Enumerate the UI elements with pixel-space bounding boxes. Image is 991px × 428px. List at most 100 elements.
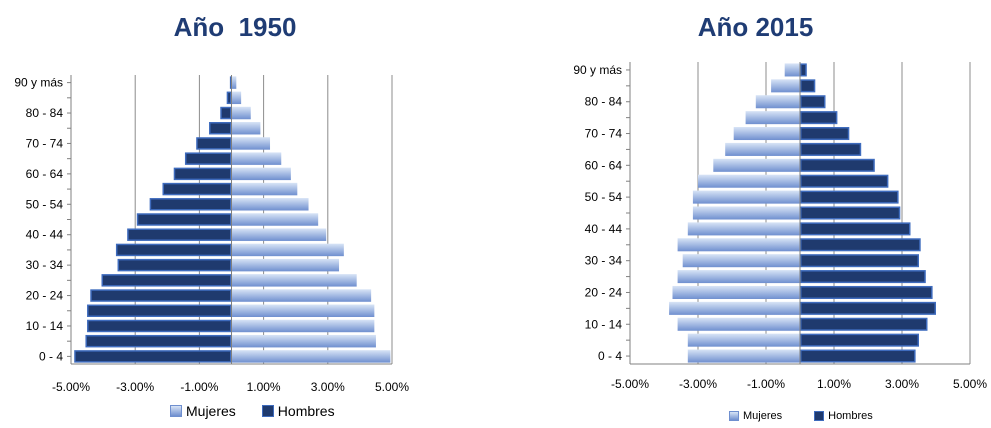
bar-mujeres [231, 137, 271, 150]
bar-mujeres [771, 79, 800, 93]
y-tick-label: 20 - 24 [26, 289, 64, 303]
x-tick-label: -3.00% [116, 380, 154, 394]
bar-mujeres [784, 63, 800, 77]
bar-hombres [209, 122, 232, 135]
bar-mujeres [231, 76, 237, 89]
bar-hombres [87, 304, 232, 317]
x-tick-label: -5.00% [52, 380, 90, 394]
bar-hombres [800, 333, 919, 347]
pyramid-1950: Año 1950 0 - 4 10 - 14 20 - 24 30 - 34 40 - … [0, 0, 470, 428]
bar-mujeres [231, 350, 391, 363]
bar-mujeres [677, 317, 800, 331]
bar-mujeres [231, 198, 309, 211]
legend-swatch-hombres [261, 405, 274, 417]
legend-label-hombres: Hombres [828, 410, 873, 422]
bar-hombres [800, 95, 826, 109]
y-tick-label: 20 - 24 [585, 285, 623, 299]
bar-hombres [800, 270, 926, 284]
bar-hombres [800, 79, 816, 93]
y-tick-label: 50 - 54 [585, 190, 623, 204]
bar-mujeres [725, 142, 800, 156]
bar-mujeres [231, 334, 376, 348]
x-tick-label: 5.00% [953, 377, 987, 391]
bar-mujeres [733, 127, 800, 141]
x-tick-label: -1.00% [180, 380, 218, 394]
bar-mujeres [672, 285, 800, 299]
y-tick-label: 80 - 84 [585, 95, 623, 109]
bar-hombres [800, 158, 875, 172]
bar-mujeres [231, 304, 375, 317]
legend: Mujeres Hombres [170, 403, 335, 419]
legend-label-hombres: Hombres [277, 403, 335, 419]
bar-hombres [800, 254, 919, 268]
bar-hombres [800, 174, 889, 188]
x-tick-label: 3.00% [311, 380, 345, 394]
bar-mujeres [231, 152, 282, 165]
bar-mujeres [231, 91, 242, 105]
y-tick-label: 90 y más [14, 76, 63, 90]
bar-hombres [162, 182, 232, 196]
bar-hombres [800, 238, 921, 252]
pyramid-2015: Año 2015 0 - 4 10 - 14 20 - 24 30 - 34 40 - … [520, 0, 991, 428]
bar-mujeres [231, 228, 327, 241]
bar-mujeres [231, 243, 344, 257]
y-tick-label: 30 - 34 [26, 258, 64, 272]
bar-hombres [800, 142, 862, 156]
bar-hombres [115, 243, 232, 257]
bar-mujeres [231, 274, 357, 287]
pyramid-2015-plot: 0 - 4 10 - 14 20 - 24 30 - 34 40 - 44 50 - 54… [573, 62, 987, 391]
bar-hombres [800, 222, 911, 236]
bar-mujeres [231, 258, 340, 272]
bar-hombres [800, 111, 838, 125]
bar-hombres [117, 258, 232, 272]
bar-hombres [136, 213, 232, 226]
bar-mujeres [231, 182, 298, 196]
bar-hombres [800, 349, 916, 363]
bar-hombres [90, 289, 232, 302]
bar-hombres [800, 190, 899, 204]
bar-hombres [800, 285, 933, 299]
y-tick-label: 70 - 74 [26, 136, 64, 150]
legend: Mujeres Hombres [729, 410, 873, 422]
bar-hombres [127, 228, 232, 241]
bar-mujeres [231, 319, 375, 333]
x-tick-label: 1.00% [247, 380, 281, 394]
bar-mujeres [231, 289, 372, 302]
legend-swatch-hombres [814, 411, 825, 421]
bar-hombres [800, 317, 928, 331]
y-tick-label: 60 - 64 [585, 158, 623, 172]
bar-mujeres [687, 222, 800, 236]
bar-mujeres [692, 206, 800, 220]
bar-hombres [220, 106, 232, 120]
bar-hombres [149, 198, 232, 211]
legend-label-mujeres: Mujeres [743, 410, 783, 422]
x-tick-label: -1.00% [747, 377, 785, 391]
y-tick-label: 30 - 34 [585, 254, 623, 268]
chart-title: Año 1950 [173, 12, 297, 42]
y-tick-label: 10 - 14 [26, 319, 64, 333]
bar-hombres [196, 137, 232, 150]
bar-mujeres [231, 167, 291, 181]
bar-hombres [800, 206, 901, 220]
bar-mujeres [231, 122, 261, 135]
bar-mujeres [698, 174, 800, 188]
y-tick-label: 40 - 44 [26, 228, 64, 242]
legend-swatch-mujeres [170, 405, 182, 417]
y-tick-label: 0 - 4 [598, 349, 622, 363]
y-tick-label: 0 - 4 [39, 349, 63, 363]
x-tick-label: -5.00% [611, 377, 649, 391]
bar-mujeres [677, 270, 800, 284]
y-tick-label: 50 - 54 [26, 197, 64, 211]
bar-hombres [87, 319, 232, 333]
chart-title: Año 2015 [697, 12, 814, 42]
bar-hombres [226, 91, 232, 105]
bar-hombres [173, 167, 232, 181]
bar-mujeres [231, 106, 251, 120]
y-tick-label: 90 y más [573, 63, 622, 77]
x-tick-label: 5.00% [375, 380, 409, 394]
y-tick-label: 10 - 14 [585, 317, 623, 331]
bar-hombres [101, 274, 232, 287]
bar-mujeres [692, 190, 800, 204]
bar-mujeres [755, 95, 800, 109]
legend-swatch-mujeres [729, 411, 739, 421]
